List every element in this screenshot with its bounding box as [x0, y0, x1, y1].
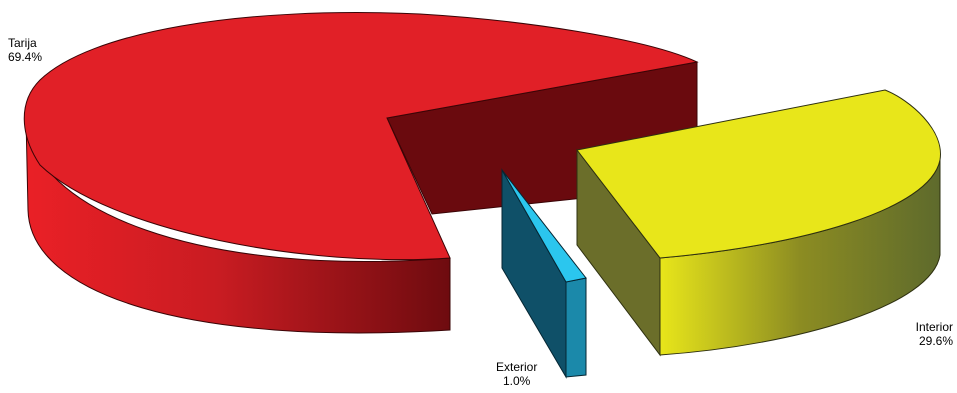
slice-interior-top — [576, 89, 941, 259]
label-tarija-name: Tarija — [8, 36, 37, 50]
label-exterior-percent: 1.0% — [502, 374, 531, 388]
slice-exterior — [501, 168, 587, 379]
label-exterior: Exterior 1.0% — [496, 360, 537, 388]
slice-exterior-top — [501, 169, 587, 283]
label-exterior-name: Exterior — [496, 360, 538, 374]
slice-tarija-top — [23, 12, 699, 261]
slice-exterior-front — [565, 277, 587, 378]
label-tarija-percent: 69.4% — [8, 50, 43, 64]
slice-tarija-side — [25, 117, 451, 334]
label-tarija: Tarija 69.4% — [8, 36, 42, 64]
label-interior: Interior 29.6% — [916, 320, 953, 348]
label-interior-percent: 29.6% — [918, 334, 953, 348]
label-interior-name: Interior — [915, 320, 953, 334]
slice-interior — [576, 89, 941, 357]
